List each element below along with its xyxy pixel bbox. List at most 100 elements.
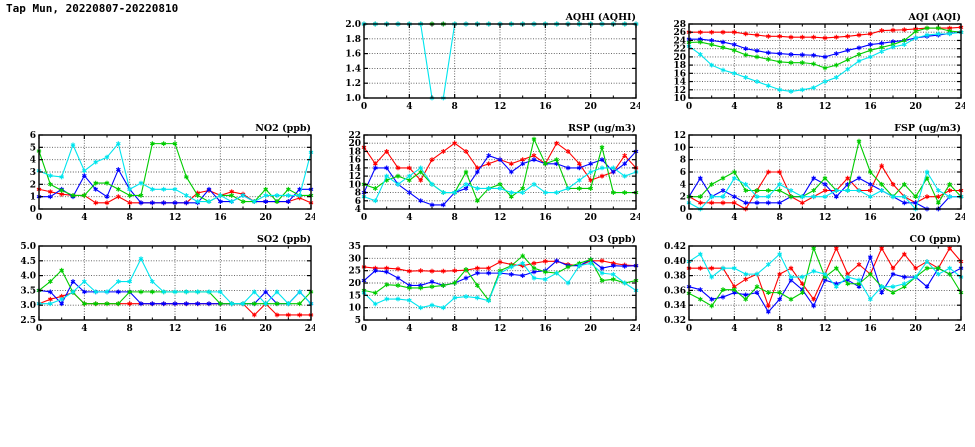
xtick-label: 16 <box>214 324 227 334</box>
xtick-label: 16 <box>539 102 552 112</box>
panel-aqi: AQI (AQI) 10 12 14 16 18 20 22 24 26 28 0 4 8 12 16 20 24 <box>655 10 965 115</box>
xtick-label: 16 <box>864 102 877 112</box>
ytick-label: 0 <box>680 205 686 215</box>
xtick-label: 20 <box>909 213 922 223</box>
xtick-label: 16 <box>864 324 877 334</box>
ytick-label: 6 <box>30 131 36 141</box>
xtick-label: 0 <box>686 213 692 223</box>
chart-title-rsp: RSP (ug/m3) <box>568 123 636 134</box>
ytick-label: 18 <box>673 61 686 71</box>
series-series2 <box>686 29 964 60</box>
ytick-label: 0.36 <box>664 286 686 296</box>
xtick-label: 16 <box>539 213 552 223</box>
xtick-label: 12 <box>169 324 182 334</box>
ytick-label: 10 <box>673 94 686 104</box>
ytick-label: 5 <box>30 143 36 153</box>
chart-title-aqhi: AQHI (AQHI) <box>565 12 636 23</box>
ytick-label: 0 <box>30 205 36 215</box>
xtick-label: 0 <box>361 324 367 334</box>
series-series1 <box>686 24 964 41</box>
ytick-label: 4 <box>30 156 36 166</box>
xtick-label: 12 <box>494 324 507 334</box>
xtick-label: 24 <box>305 213 315 223</box>
xtick-label: 12 <box>494 213 507 223</box>
chart-aqhi: AQHI (AQHI) 1.0 1.2 1.4 1.6 1.8 2.0 0 4 8 12 16 20 24 <box>345 12 640 112</box>
ytick-label: 2.5 <box>20 316 36 326</box>
ytick-label: 8 <box>680 156 686 166</box>
chart-title-no2: NO2 (ppb) <box>255 123 311 134</box>
series-markers <box>686 29 964 60</box>
ytick-label: 2 <box>680 193 686 203</box>
xtick-label: 12 <box>169 213 182 223</box>
panel-co: CO (ppm) 0.32 0.34 0.36 0.38 0.40 0.42 0 4 8 12 16 2… <box>655 232 965 337</box>
ytick-label: 1.2 <box>345 79 361 89</box>
ytick-label: 30 <box>348 254 361 264</box>
ytick-label: 20 <box>348 279 361 289</box>
ytick-label: 1.8 <box>345 35 361 45</box>
ytick-label: 8 <box>355 189 361 199</box>
ytick-label: 14 <box>673 78 686 88</box>
xtick-label: 24 <box>955 324 965 334</box>
xtick-label: 0 <box>686 102 692 112</box>
ytick-label: 4.0 <box>20 272 36 282</box>
xtick-label: 20 <box>584 102 597 112</box>
xtick-label: 0 <box>686 324 692 334</box>
ytick-label: 12 <box>348 172 361 182</box>
ytick-label: 6 <box>355 197 361 207</box>
chart-so2: SO2 (ppb) 2.5 3.0 3.5 4.0 4.5 5.0 0 4 8 12 16 20 24 <box>20 234 315 334</box>
ytick-label: 4.5 <box>20 257 36 267</box>
xtick-label: 8 <box>452 213 458 223</box>
xtick-label: 4 <box>406 213 412 223</box>
ytick-label: 3.0 <box>20 301 36 311</box>
xtick-label: 4 <box>406 324 412 334</box>
xtick-label: 8 <box>452 324 458 334</box>
xtick-label: 16 <box>864 213 877 223</box>
xtick-label: 0 <box>361 102 367 112</box>
xtick-label: 4 <box>731 102 737 112</box>
xtick-label: 4 <box>731 324 737 334</box>
ytick-label: 0.34 <box>664 301 686 311</box>
xtick-label: 0 <box>36 213 42 223</box>
ytick-label: 20 <box>348 139 361 149</box>
xtick-label: 0 <box>36 324 42 334</box>
xtick-label: 8 <box>127 324 133 334</box>
ytick-label: 18 <box>348 147 361 157</box>
ytick-label: 2 <box>30 180 36 190</box>
xtick-label: 20 <box>259 324 272 334</box>
ytick-label: 22 <box>673 45 686 55</box>
panel-so2: SO2 (ppb) 2.5 3.0 3.5 4.0 4.5 5.0 0 4 8 12 16 20 24 <box>5 232 315 337</box>
ytick-label: 0.42 <box>664 242 686 252</box>
series-series4 <box>361 260 639 311</box>
ytick-label: 4 <box>680 180 686 190</box>
ytick-label: 10 <box>348 180 361 190</box>
xtick-label: 8 <box>777 213 783 223</box>
ytick-label: 20 <box>673 53 686 63</box>
xtick-label: 20 <box>584 213 597 223</box>
xtick-label: 4 <box>406 102 412 112</box>
chart-co: CO (ppm) 0.32 0.34 0.36 0.38 0.40 0.42 0 4 8 12 16 2… <box>664 234 965 334</box>
xtick-label: 16 <box>539 324 552 334</box>
ytick-label: 12 <box>673 86 686 96</box>
series-series4 <box>686 251 964 302</box>
chart-o3: O3 (ppb) 5 10 15 20 25 30 35 0 4 8 12 16 20 24 <box>348 234 640 334</box>
ytick-label: 10 <box>348 304 361 314</box>
xtick-label: 4 <box>81 213 87 223</box>
xtick-label: 20 <box>909 102 922 112</box>
ytick-label: 3 <box>30 168 36 178</box>
ytick-label: 28 <box>673 20 686 30</box>
page-title: Tap Mun, 20220807-20220810 <box>6 2 179 15</box>
series-series4 <box>361 165 639 204</box>
ytick-label: 14 <box>348 164 361 174</box>
xtick-label: 12 <box>819 102 832 112</box>
xtick-label: 4 <box>731 213 737 223</box>
xtick-label: 20 <box>584 324 597 334</box>
panel-no2: NO2 (ppb) 0 1 2 3 4 5 6 0 4 8 12 16 20 24 <box>5 121 315 226</box>
xtick-label: 4 <box>81 324 87 334</box>
ytick-label: 16 <box>673 69 686 79</box>
ytick-label: 10 <box>673 143 686 153</box>
chart-title-co: CO (ppm) <box>910 234 961 245</box>
